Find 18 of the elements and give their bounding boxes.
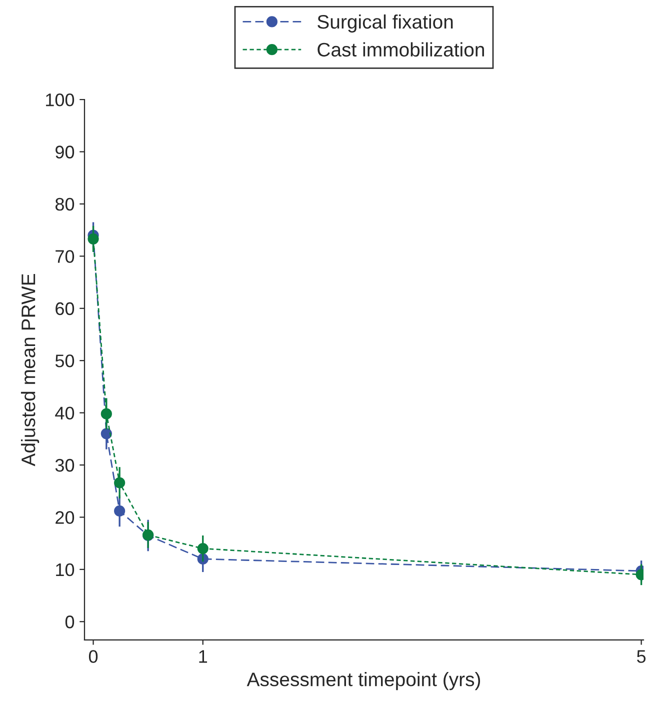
legend-label: Surgical fixation bbox=[318, 14, 453, 33]
x-tick-label: 1 bbox=[199, 650, 208, 663]
x-tick-label: 5 bbox=[637, 650, 646, 663]
y-tick-label: 20 bbox=[56, 511, 74, 524]
x-tick-label: 0 bbox=[88, 650, 98, 663]
y-tick-label: 30 bbox=[55, 458, 74, 472]
y-tick-label: 40 bbox=[55, 406, 74, 420]
y-tick-label: 70 bbox=[56, 250, 74, 263]
y-tick-label: 50 bbox=[55, 354, 74, 368]
y-tick-label: 0 bbox=[65, 616, 74, 628]
x-axis-title: Assessment timepoint (yrs) bbox=[246, 672, 480, 690]
y-tick-label: 90 bbox=[56, 146, 74, 158]
y-axis-title: Adjusted mean PRWE bbox=[20, 274, 40, 466]
y-tick-label: 60 bbox=[56, 302, 74, 316]
legend-label: Cast immobilization bbox=[318, 42, 484, 57]
y-tick-label: 80 bbox=[55, 198, 74, 211]
y-tick-label: 100 bbox=[46, 93, 74, 106]
y-tick-label: 10 bbox=[56, 563, 74, 576]
